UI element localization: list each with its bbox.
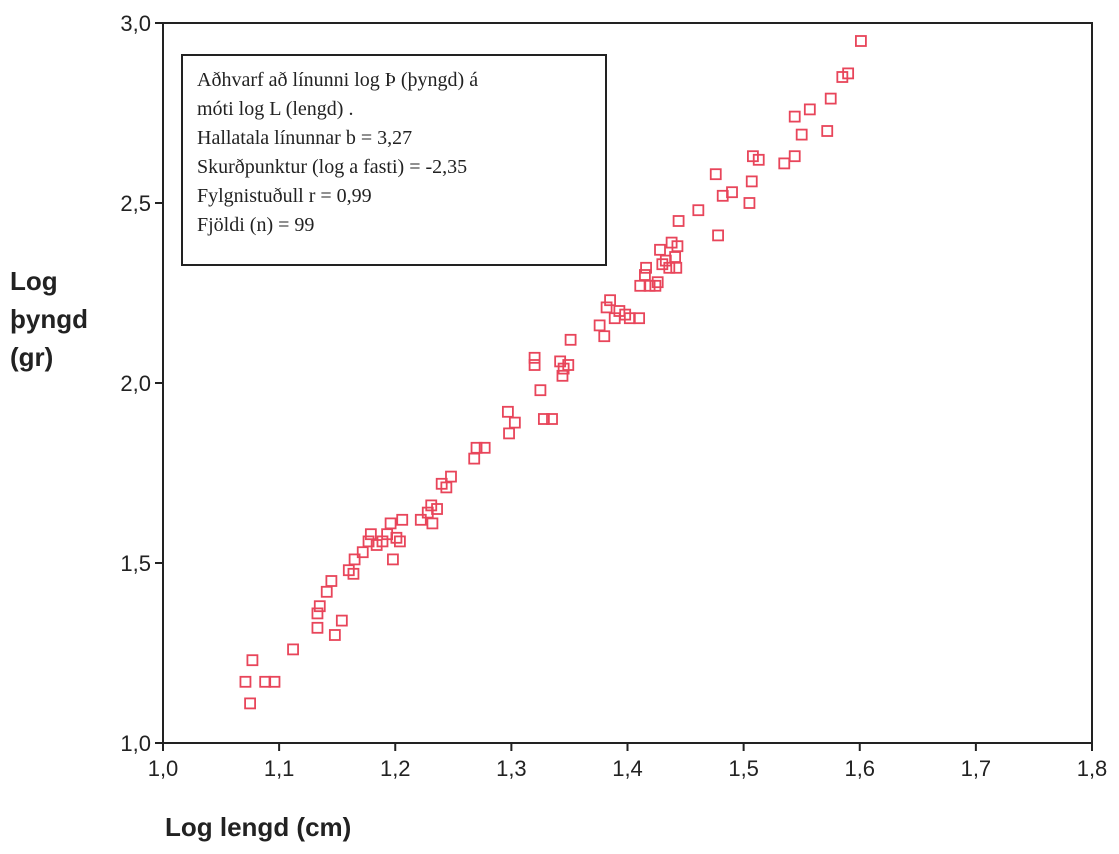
data-point — [656, 258, 669, 271]
data-point — [670, 261, 683, 274]
data-point — [824, 92, 837, 105]
data-point — [651, 276, 664, 289]
data-point — [633, 312, 646, 325]
data-point — [348, 553, 361, 566]
regression-stats-box: Aðhvarf að línunni log Þ (þyngd) á móti … — [181, 54, 607, 266]
data-point — [564, 333, 577, 346]
data-point — [663, 261, 676, 274]
data-point — [598, 330, 611, 343]
data-point — [709, 168, 722, 181]
data-point — [692, 204, 705, 217]
data-point — [501, 405, 514, 418]
stats-line-6: Fjöldi (n) = 99 — [197, 214, 315, 236]
data-point — [788, 150, 801, 163]
data-point — [328, 629, 341, 641]
data-point — [654, 243, 666, 256]
x-axis: 1,0 1,1 1,2 1,3 1,4 1,5 1,6 1,7 1,8 — [148, 743, 1108, 781]
data-point — [745, 175, 758, 188]
data-point — [311, 607, 324, 620]
x-tick-label: 1,6 — [844, 756, 875, 781]
data-point — [387, 553, 399, 566]
x-tick-label: 1,2 — [380, 756, 411, 781]
y-tick-label: 2,0 — [120, 371, 151, 396]
data-point — [335, 614, 348, 627]
data-point — [821, 125, 834, 137]
data-point — [384, 517, 397, 530]
data-point — [855, 35, 867, 47]
data-point — [788, 110, 801, 123]
data-point — [672, 215, 685, 227]
y-axis-title: Log þyngd (gr) — [10, 262, 88, 376]
x-tick-label: 1,4 — [612, 756, 643, 781]
data-point — [311, 621, 324, 634]
data-point — [795, 128, 808, 141]
data-point — [426, 517, 439, 530]
y-axis-title-line-1: Log — [10, 266, 58, 296]
data-point — [508, 416, 521, 429]
y-tick-label: 2,5 — [120, 191, 151, 216]
data-point — [562, 359, 575, 371]
data-point — [445, 470, 457, 483]
x-tick-label: 1,5 — [728, 756, 759, 781]
data-point — [287, 643, 299, 656]
data-point — [537, 413, 550, 425]
data-point — [649, 279, 662, 292]
data-point — [268, 675, 281, 688]
x-tick-label: 1,0 — [148, 756, 179, 781]
y-tick-label: 1,5 — [120, 551, 151, 576]
y-axis-title-line-2: þyngd — [10, 304, 88, 334]
data-point — [362, 535, 375, 548]
x-tick-label: 1,7 — [961, 756, 992, 781]
data-point — [313, 600, 326, 613]
stats-line-2: móti log L (lengd) . — [197, 98, 354, 120]
data-point — [478, 441, 491, 454]
data-point — [320, 585, 333, 598]
data-point — [726, 186, 738, 199]
data-point — [347, 567, 360, 580]
data-point — [246, 654, 259, 667]
data-point — [752, 153, 765, 166]
data-point — [778, 157, 791, 170]
data-point — [239, 675, 252, 688]
data-point — [431, 503, 443, 515]
data-point — [534, 384, 547, 397]
y-axis-title-line-3: (gr) — [10, 342, 54, 372]
stats-line-5: Fylgnistuðull r = 0,99 — [197, 185, 372, 207]
data-point — [640, 261, 652, 274]
data-point — [593, 319, 606, 332]
stats-line-3: Hallatala línunnar b = 3,27 — [197, 127, 413, 149]
data-point — [325, 575, 338, 587]
data-point — [600, 301, 613, 314]
data-point — [503, 427, 515, 440]
x-tick-label: 1,1 — [264, 756, 295, 781]
data-point — [470, 441, 483, 454]
data-point — [743, 197, 756, 209]
y-tick-label: 1,0 — [120, 731, 151, 756]
data-points — [239, 35, 867, 710]
x-axis-title: Log lengd (cm) — [165, 812, 352, 842]
data-point — [671, 240, 684, 253]
data-point — [528, 359, 541, 371]
data-point — [414, 513, 427, 526]
x-tick-label: 1,3 — [496, 756, 527, 781]
data-point — [554, 355, 567, 368]
data-point — [803, 103, 816, 116]
data-point — [396, 513, 409, 526]
data-point — [842, 67, 855, 80]
data-point — [528, 351, 541, 364]
data-point — [712, 229, 724, 242]
stats-line-4: Skurðpunktur (log a fasti) = -2,35 — [197, 156, 468, 178]
data-point — [244, 697, 256, 710]
data-point — [468, 452, 481, 465]
stats-line-1: Aðhvarf að línunni log Þ (þyngd) á — [197, 69, 479, 91]
data-point — [390, 531, 403, 544]
y-axis: 1,0 1,5 2,0 2,5 3,0 — [120, 11, 163, 756]
data-point — [546, 413, 558, 425]
x-tick-label: 1,8 — [1077, 756, 1108, 781]
y-tick-label: 3,0 — [120, 11, 151, 36]
data-point — [604, 294, 616, 307]
data-point — [393, 535, 406, 548]
